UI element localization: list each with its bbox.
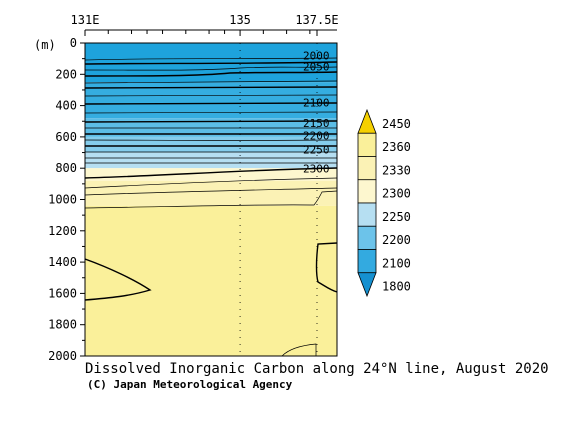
contour-line xyxy=(85,66,337,71)
y-tick-label: 400 xyxy=(55,99,77,113)
contour-label: 2150 xyxy=(303,117,330,130)
contour-label: 2200 xyxy=(303,129,330,142)
y-axis-unit: (m) xyxy=(34,38,56,52)
concentration-band xyxy=(85,152,337,169)
y-tick-label: 1200 xyxy=(48,224,77,238)
contour-line xyxy=(281,343,317,356)
y-tick-label: 0 xyxy=(70,36,77,50)
contour-line xyxy=(85,187,337,196)
legend-level-label: 2330 xyxy=(382,163,411,177)
contour-line xyxy=(85,71,337,77)
color-legend: 2450 2360 2330 2300 2250 2200 2100 1800 xyxy=(357,108,411,298)
y-tick-label: 600 xyxy=(55,130,77,144)
x-tick-label: 137.5E xyxy=(295,13,338,27)
y-axis: 0 200 400 600 800 1000 1200 1400 1600 1800 2000 xyxy=(48,36,85,363)
legend-level-label: 1800 xyxy=(382,280,411,294)
legend-swatch xyxy=(357,132,377,157)
legend-level-label: 2300 xyxy=(382,187,411,201)
y-tick-label: 1400 xyxy=(48,255,77,269)
contour-label: 2100 xyxy=(303,97,330,110)
concentration-band xyxy=(85,180,337,206)
contour-line xyxy=(85,111,337,114)
y-tick-label: 800 xyxy=(55,161,77,175)
y-tick-label: 1600 xyxy=(48,286,77,300)
y-tick-label: 200 xyxy=(55,67,77,81)
concentration-band xyxy=(85,136,337,153)
legend-swatch xyxy=(357,225,377,250)
contour-line xyxy=(85,57,337,61)
credit-line: (C) Japan Meteorological Agency xyxy=(87,378,293,391)
concentration-band xyxy=(85,168,337,181)
legend-level-label: 2250 xyxy=(382,210,411,224)
legend-swatch xyxy=(357,202,377,227)
contour-line xyxy=(85,94,337,97)
concentration-field xyxy=(85,43,337,356)
legend-swatch xyxy=(357,249,377,274)
contour-line xyxy=(85,80,337,84)
contour-lines xyxy=(85,57,337,356)
contour-label: 2250 xyxy=(303,144,330,157)
legend-level-label: 2450 xyxy=(382,117,411,131)
legend-swatch xyxy=(357,179,377,204)
legend-level-label: 2100 xyxy=(382,256,411,270)
contour-label: 2000 xyxy=(303,50,330,63)
y-tick-label: 2000 xyxy=(48,349,77,363)
contour-line xyxy=(85,102,337,105)
legend-swatch xyxy=(357,108,377,134)
legend-swatch xyxy=(357,156,377,181)
concentration-band xyxy=(85,118,337,137)
contour-line xyxy=(85,86,337,89)
y-tick-label: 1800 xyxy=(48,318,77,332)
x-tick-label: 131E xyxy=(71,13,100,27)
y-tick-label: 1000 xyxy=(48,193,77,207)
contour-line xyxy=(315,242,337,293)
x-axis: 131E 135 137.5E xyxy=(71,13,339,36)
concentration-band xyxy=(85,205,337,356)
contour-line xyxy=(85,190,337,209)
contour-label: 2050 xyxy=(303,61,330,74)
contour-line xyxy=(85,120,337,123)
contour-line xyxy=(85,61,337,65)
legend-level-label: 2200 xyxy=(382,233,411,247)
contour-line xyxy=(85,258,152,301)
chart-title: Dissolved Inorganic Carbon along 24°N li… xyxy=(85,361,549,377)
contour-line xyxy=(85,177,337,189)
x-tick-label: 135 xyxy=(229,13,251,27)
contour-label: 2300 xyxy=(303,162,330,175)
legend-level-label: 2360 xyxy=(382,140,411,154)
contour-line xyxy=(85,167,337,179)
legend-swatch xyxy=(357,272,377,298)
